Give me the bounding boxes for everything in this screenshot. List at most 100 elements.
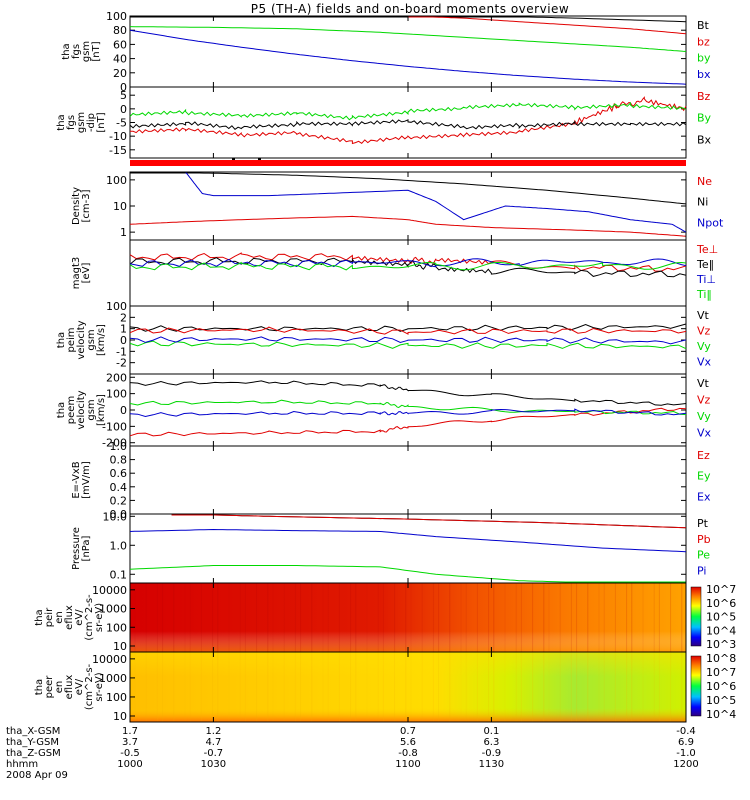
footer-value: 1100 [395, 759, 420, 770]
series-line-bz [408, 16, 687, 35]
legend-vz: Vz [697, 325, 711, 338]
footer-row-label: tha_Z-GSM [6, 748, 61, 759]
legend-vx: Vx [697, 356, 712, 369]
footer-value: -0.5 [120, 748, 140, 759]
ytick-label: 0.2 [110, 494, 128, 507]
ylabel-line: gsm [86, 329, 97, 350]
series-line-vz [129, 407, 687, 437]
ytick-label: 10000 [92, 653, 127, 666]
ytick-label: 10.0 [103, 510, 128, 523]
legend-bz: bz [697, 35, 710, 48]
series-line-ni [130, 172, 687, 205]
ylabel-line: tha [34, 679, 45, 695]
ytick-label: -5 [116, 117, 127, 130]
footer-value: 6.9 [678, 737, 694, 748]
legend-bz: Bz [697, 90, 711, 103]
footer-value: 1130 [479, 759, 504, 770]
series-line-bx [129, 29, 687, 85]
colorbar-peer [690, 655, 702, 717]
ylabel-line: Density [71, 187, 82, 225]
footer-row-label: tha_Y-GSM [6, 737, 59, 748]
series-line-pb [171, 514, 687, 529]
legend-bx: bx [697, 68, 711, 81]
series-line-by [129, 26, 687, 52]
ytick-label: 100 [106, 621, 127, 634]
ytick-label: 1 [120, 226, 127, 239]
series-line-vy [129, 340, 687, 350]
series-line-ti [129, 261, 687, 271]
ylabel-line: [mV/m] [81, 461, 92, 499]
footer-value: 1.2 [205, 726, 221, 737]
series-line-ne [129, 215, 687, 237]
ytick-label: 100 [106, 388, 127, 401]
ytick-label: 100 [106, 10, 127, 23]
ytick-label: 0.4 [110, 481, 128, 494]
series-line-pi [129, 528, 687, 553]
ylabel-line: tha [56, 114, 67, 130]
ytick-label: 0 [120, 103, 127, 116]
colorbar-tick-label: 10^6 [706, 680, 736, 693]
colorbar-tick-label: 10^8 [706, 652, 736, 665]
footer-value: 1030 [201, 759, 226, 770]
ytick-label: -1 [116, 345, 127, 358]
ylabel-line: tha [61, 43, 72, 59]
footer-value: 1000 [117, 759, 142, 770]
footer-value: -1.0 [676, 748, 696, 759]
ylabel-line: velocity [76, 390, 87, 429]
ytick-label: 40 [113, 53, 127, 66]
ytick-label: 0 [120, 81, 127, 94]
series-line-te [129, 252, 687, 272]
ytick-label: 1000 [99, 672, 127, 685]
ylabel-line: [eV] [81, 263, 92, 284]
legend-pi: Pi [697, 564, 706, 577]
ylabel-line: (cm^2-s- [84, 663, 95, 710]
series-line-vy [129, 399, 687, 416]
legend-ti: Ti⊥ [696, 273, 716, 286]
ytick-label: 100 [106, 174, 127, 187]
footer-value: 0.7 [400, 726, 416, 737]
legend-by: by [697, 52, 711, 65]
ylabel-line: magt3 [71, 257, 82, 290]
ytick-label: 1.0 [110, 440, 128, 453]
ytick-label: 100 [106, 691, 127, 704]
ytick-label: 0.1 [110, 568, 128, 581]
ylabel-line: peim [66, 327, 77, 352]
series-line-bt [130, 16, 687, 23]
ylabel-line: [nPa] [81, 535, 92, 561]
ytick-label: 1 [120, 323, 127, 336]
series-line-vt [129, 323, 687, 332]
legend-by: By [697, 112, 712, 125]
ylabel-line: eflux [64, 605, 75, 630]
ylabel-line: Pressure [71, 527, 82, 570]
ytick-label: -100 [102, 420, 127, 433]
series-line-vz [129, 326, 687, 335]
ytick-label: 0.0 [110, 508, 128, 521]
ylabel-line: [nT] [96, 112, 107, 132]
series-line-pe [129, 565, 686, 583]
legend-ez: Ez [697, 449, 710, 462]
ytick-label: 60 [113, 38, 127, 51]
legend-vt: Vt [697, 377, 710, 390]
colorbar-tick-label: 10^5 [706, 611, 736, 624]
heatmap-overlay-peer [130, 652, 686, 722]
legend-vx: Vx [697, 427, 712, 440]
ylabel-line: sr-eV) [94, 603, 105, 632]
legend-te: Te‖ [696, 258, 714, 271]
footer-value: 5.6 [400, 737, 416, 748]
ytick-label: -2 [116, 357, 127, 370]
ytick-label: 0.6 [110, 467, 128, 480]
series-line-pt [171, 514, 687, 529]
ytick-label: 10000 [92, 584, 127, 597]
colorbar-tick-label: 10^5 [706, 694, 736, 707]
legend-vy: Vy [697, 340, 711, 353]
colorbar-peir [690, 586, 702, 647]
ylabel-line: en [54, 681, 65, 694]
legend-pt: Pt [697, 517, 709, 530]
ytick-label: -10 [109, 130, 127, 143]
ylabel-line: eflux [64, 675, 75, 700]
series-line-vt [129, 380, 687, 406]
footer-value: -0.8 [398, 748, 418, 759]
ytick-label: 20 [113, 67, 127, 80]
panel-frame-density [129, 171, 687, 241]
ylabel-line: [km/s] [96, 394, 107, 426]
